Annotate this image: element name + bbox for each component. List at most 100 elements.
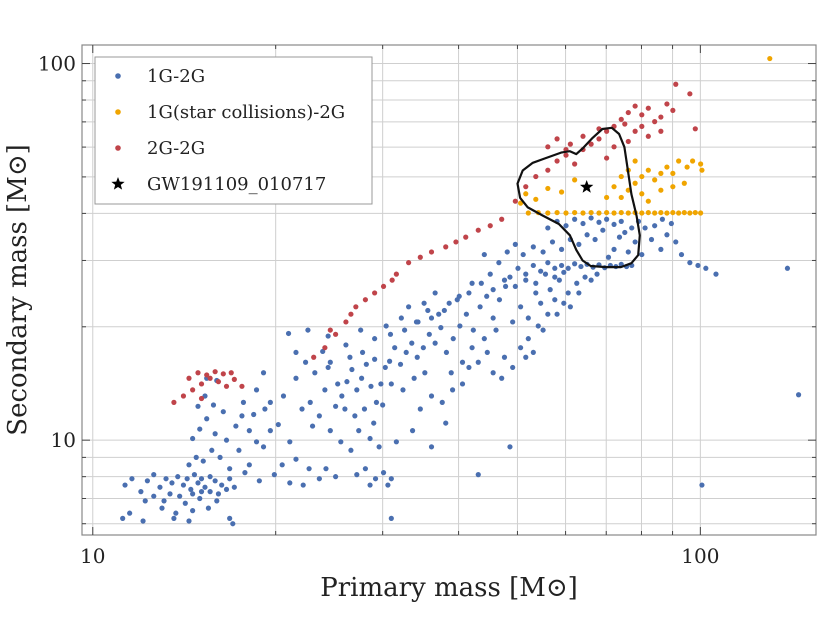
point-series-1 <box>670 184 676 190</box>
point-series-0 <box>280 393 287 399</box>
point-series-0 <box>233 423 239 429</box>
point-series-0 <box>572 261 578 267</box>
point-series-0 <box>622 229 628 236</box>
point-series-0 <box>246 462 252 468</box>
point-series-1 <box>554 209 560 216</box>
legend-box <box>94 56 373 205</box>
point-series-0 <box>426 331 432 337</box>
point-series-1 <box>664 210 670 216</box>
y-tick-label: 10 <box>51 428 76 452</box>
point-series-1 <box>676 210 682 216</box>
point-series-2 <box>348 311 354 317</box>
point-series-2 <box>545 144 551 150</box>
y-axis-label: Secondary mass [M⊙] <box>3 144 33 435</box>
point-series-0 <box>195 403 201 409</box>
point-series-0 <box>542 271 549 277</box>
point-series-0 <box>223 437 230 443</box>
point-series-0 <box>293 349 299 356</box>
point-series-2 <box>625 138 631 145</box>
legend: 1G-2G 1G(star collisions)-2G 2G-2G GW191109… <box>94 56 373 205</box>
point-series-0 <box>469 280 475 286</box>
point-series-1 <box>658 170 664 176</box>
point-series-0 <box>182 500 188 506</box>
legend-marker <box>115 145 121 151</box>
point-series-0 <box>380 470 387 476</box>
point-series-0 <box>475 359 481 365</box>
point-series-0 <box>190 491 196 497</box>
point-series-0 <box>316 476 322 482</box>
point-series-0 <box>169 480 175 486</box>
point-series-0 <box>227 466 233 472</box>
point-series-0 <box>200 458 206 464</box>
point-series-2 <box>632 128 638 134</box>
point-series-1 <box>518 200 524 206</box>
point-series-0 <box>349 366 355 373</box>
contour-line <box>516 126 641 269</box>
point-series-2 <box>632 103 638 109</box>
point-series-0 <box>454 297 460 303</box>
point-series-0 <box>397 361 404 367</box>
point-series-0 <box>558 262 565 269</box>
point-series-0 <box>231 484 237 490</box>
point-series-0 <box>588 215 594 221</box>
point-series-2 <box>596 136 602 142</box>
point-series-0 <box>616 234 623 240</box>
point-series-2 <box>533 173 539 180</box>
point-series-0 <box>530 262 536 269</box>
point-series-0 <box>501 354 508 360</box>
point-series-2 <box>322 345 328 351</box>
point-series-0 <box>210 402 217 408</box>
point-series-0 <box>157 484 163 490</box>
point-series-0 <box>545 311 551 317</box>
point-series-1 <box>572 209 578 216</box>
point-series-0 <box>347 354 353 360</box>
point-series-0 <box>611 246 617 252</box>
point-series-0 <box>576 290 582 296</box>
point-series-0 <box>510 364 516 371</box>
point-series-0 <box>138 489 144 495</box>
point-series-0 <box>253 439 260 445</box>
point-series-0 <box>151 493 157 499</box>
legend-label: 1G(star collisions)-2G <box>147 102 345 123</box>
point-series-0 <box>502 283 509 290</box>
point-series-0 <box>327 428 333 434</box>
point-series-1 <box>611 210 617 216</box>
point-series-0 <box>664 232 670 238</box>
point-series-0 <box>594 271 600 277</box>
point-series-0 <box>380 402 386 408</box>
point-series-0 <box>632 239 638 245</box>
point-series-0 <box>582 274 588 280</box>
point-series-0 <box>299 406 305 412</box>
point-series-2 <box>554 158 560 164</box>
point-series-0 <box>642 225 648 231</box>
point-series-2 <box>204 372 210 378</box>
point-series-1 <box>684 164 690 170</box>
legend-label: 1G-2G <box>147 66 205 87</box>
point-series-0 <box>256 478 262 484</box>
grid-lines <box>82 45 816 535</box>
point-series-0 <box>600 227 606 233</box>
point-series-0 <box>279 462 285 468</box>
point-series-0 <box>652 223 658 229</box>
point-series-0 <box>466 290 472 296</box>
point-series-0 <box>501 277 508 283</box>
point-series-2 <box>171 399 177 405</box>
point-series-0 <box>163 476 169 482</box>
point-series-1 <box>632 158 638 164</box>
point-series-0 <box>481 251 487 258</box>
point-series-0 <box>186 462 192 468</box>
legend-label: GW191109_010717 <box>147 174 326 195</box>
point-series-2 <box>658 128 664 134</box>
point-series-0 <box>220 409 226 415</box>
point-series-0 <box>565 290 571 296</box>
point-series-0 <box>305 327 311 333</box>
point-series-0 <box>367 435 373 442</box>
point-series-0 <box>459 359 466 365</box>
point-series-2 <box>611 144 617 150</box>
point-series-2 <box>417 254 423 260</box>
point-series-1 <box>618 173 624 180</box>
point-series-0 <box>393 439 399 445</box>
point-series-2 <box>393 271 399 277</box>
point-series-1 <box>698 210 704 216</box>
point-series-0 <box>293 375 299 381</box>
